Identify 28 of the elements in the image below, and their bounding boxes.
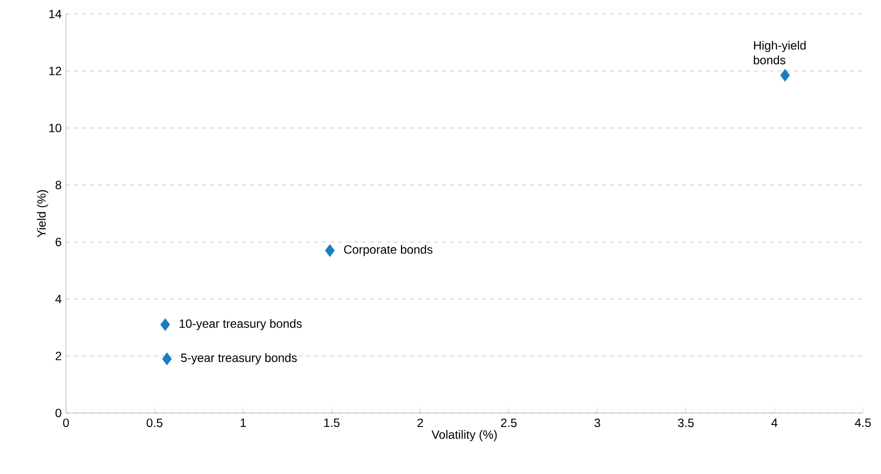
y-tick-label: 10 bbox=[49, 124, 62, 132]
x-tick-label: 0 bbox=[63, 418, 69, 428]
y-tick-label: 8 bbox=[56, 180, 62, 190]
x-tick-label: 4.5 bbox=[854, 418, 871, 427]
y-axis-title: Yield (%) bbox=[36, 190, 48, 238]
x-tick-label: 1 bbox=[240, 418, 246, 427]
y-tick-label: 0 bbox=[56, 408, 62, 418]
point bbox=[160, 318, 170, 331]
point bbox=[162, 352, 172, 366]
y-tick-label: 4 bbox=[55, 294, 62, 304]
y-tick-label: 2 bbox=[56, 352, 62, 360]
point bbox=[325, 244, 335, 257]
x-tick-label: 4 bbox=[771, 418, 778, 427]
x-tick-label: 1.5 bbox=[324, 418, 340, 427]
x-tick-label: 3.5 bbox=[678, 418, 694, 428]
y-tick-label: 12 bbox=[49, 66, 62, 76]
y-tick-label: 14 bbox=[49, 10, 62, 18]
annotation: 10-year treasury bonds bbox=[180, 319, 302, 330]
annotation: Corporate bonds bbox=[344, 244, 432, 256]
y-tick-label: 6 bbox=[56, 238, 62, 246]
x-tick-label: 0.5 bbox=[146, 418, 162, 428]
point bbox=[780, 68, 790, 82]
x-tick-label: 2.5 bbox=[501, 418, 517, 428]
annotation: High-yield bonds bbox=[754, 40, 806, 64]
x-tick-label: 3 bbox=[594, 418, 600, 428]
x-tick-label: 2 bbox=[417, 418, 423, 427]
annotation: 5-year treasury bonds bbox=[181, 353, 297, 364]
x-axis-title: Volatility (%) bbox=[432, 430, 497, 442]
